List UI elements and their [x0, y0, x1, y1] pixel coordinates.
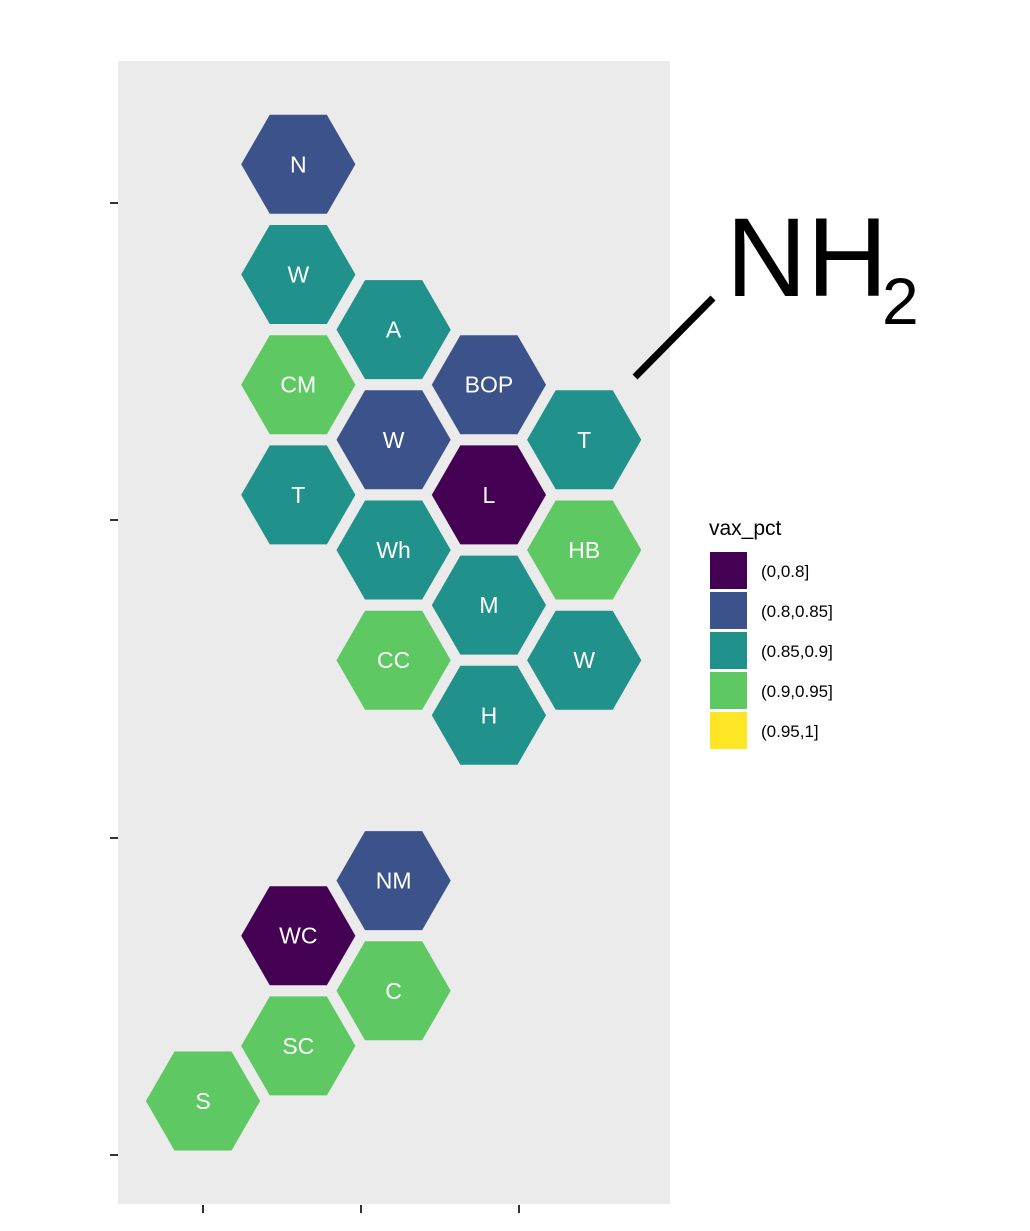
hex-label: T — [291, 482, 305, 508]
hex-tile — [426, 660, 552, 770]
hex-label: BOP — [465, 372, 514, 398]
hex-tile — [330, 275, 457, 385]
hex-tile — [235, 881, 362, 991]
legend-label: (0,0.8] — [761, 562, 809, 581]
legend-label: (0.95,1] — [761, 722, 819, 741]
hex-label: C — [385, 978, 402, 1004]
hex-cell: W — [235, 220, 362, 329]
hex-label: Wh — [376, 537, 411, 563]
hex-tile — [235, 440, 362, 550]
hex-tile — [330, 605, 457, 715]
hex-cell: BOP — [426, 330, 552, 440]
hex-cell: H — [426, 660, 552, 770]
hex-tile — [330, 385, 457, 495]
hex-cell: CM — [235, 330, 362, 440]
legend-label: (0.85,0.9] — [761, 642, 833, 661]
hex-cell: CC — [330, 605, 457, 715]
hex-cell: N — [235, 109, 362, 219]
hex-cell: S — [140, 1046, 266, 1156]
hex-tile — [140, 1046, 266, 1156]
hex-cell: A — [330, 275, 457, 385]
hex-label: HB — [568, 537, 600, 563]
annotation-pointer-line — [632, 295, 716, 380]
hex-label: T — [577, 427, 591, 453]
hex-tile — [235, 330, 362, 440]
hex-tile — [330, 495, 457, 605]
hex-cell: WC — [235, 881, 362, 991]
hex-label: SC — [282, 1033, 314, 1059]
hex-tile — [235, 991, 362, 1101]
hex-tile — [330, 826, 457, 936]
hex-label: S — [195, 1088, 210, 1114]
legend-title: vax_pct — [709, 517, 782, 540]
hex-cell: T — [521, 385, 648, 495]
hex-cell: HB — [521, 495, 648, 605]
legend-swatch — [710, 632, 747, 669]
axis-ticks — [110, 202, 520, 1213]
hex-tile — [330, 936, 457, 1046]
hex-tile — [235, 109, 362, 219]
hex-cell: W — [521, 605, 648, 715]
hex-label: M — [479, 592, 498, 618]
hex-tile — [426, 440, 552, 550]
hex-label: W — [383, 427, 405, 453]
hex-cell: Wh — [330, 495, 457, 605]
hex-cell: C — [330, 936, 457, 1046]
hex-label: L — [483, 482, 496, 508]
hex-tile — [235, 220, 362, 329]
hex-label: CM — [280, 372, 316, 398]
legend: vax_pct (0,0.8] (0.8,0.85] (0.85,0.9] (0.9,… — [709, 517, 833, 749]
hex-tile — [521, 605, 648, 715]
legend-label: (0.9,0.95] — [761, 682, 833, 701]
hex-label: WC — [279, 923, 317, 949]
hex-tile — [521, 495, 648, 605]
hex-cell: T — [235, 440, 362, 550]
hex-tile — [521, 385, 648, 495]
hex-cell: SC — [235, 991, 362, 1101]
hex-label: W — [287, 262, 309, 288]
legend-swatch — [710, 592, 747, 629]
hex-label: H — [481, 702, 498, 728]
annotation-text: NH — [726, 195, 888, 320]
hex-label: W — [573, 647, 595, 673]
hex-label: A — [386, 317, 402, 343]
hex-label: NM — [376, 868, 412, 894]
hex-tile — [426, 330, 552, 440]
hex-cell: M — [426, 550, 552, 660]
legend-swatch — [710, 712, 747, 749]
legend-label: (0.8,0.85] — [761, 602, 833, 621]
hex-tile — [426, 550, 552, 660]
hex-cell: W — [330, 385, 457, 495]
annotation-subscript: 2 — [882, 264, 919, 338]
hex-layer: N W A CM BOP W T T L Wh HB M CC W H NM WC C SC S — [140, 109, 648, 1156]
legend-swatch — [710, 672, 747, 709]
hex-label: CC — [377, 647, 410, 673]
hex-cell: L — [426, 440, 552, 550]
legend-swatch — [710, 552, 747, 589]
hex-label: N — [290, 151, 307, 177]
hex-cell: NM — [330, 826, 457, 936]
annotation: NH 2 — [632, 195, 919, 380]
